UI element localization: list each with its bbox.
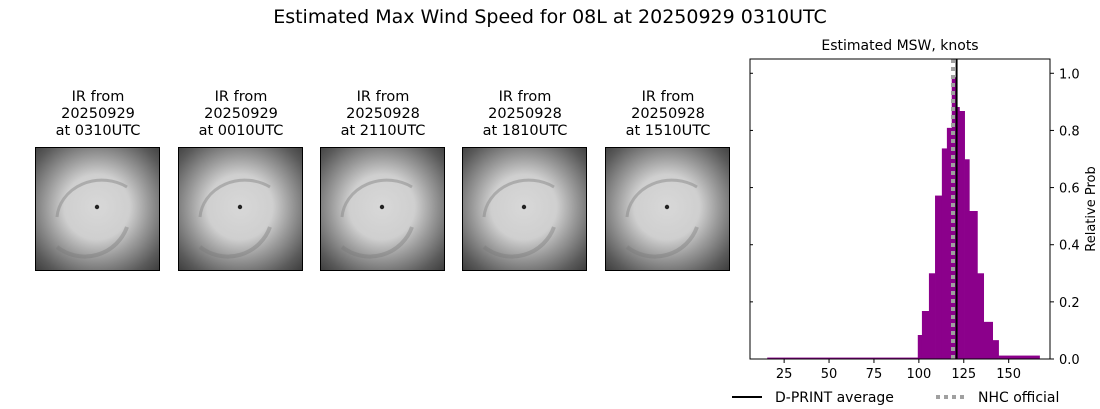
ir-satellite-image bbox=[462, 147, 587, 271]
x-tick-label: 100 bbox=[906, 367, 931, 382]
panel-label-line: IR from bbox=[71, 89, 125, 105]
y-tick-label: 0.0 bbox=[1059, 353, 1080, 368]
panel-label-line: IR from bbox=[498, 89, 552, 105]
panel-label: IR from 20250929 at 0310UTC bbox=[18, 89, 178, 140]
ir-satellite-image bbox=[320, 147, 445, 271]
y-tick-label: 0.4 bbox=[1059, 239, 1080, 254]
legend-nhc-label: NHC official bbox=[978, 390, 1059, 406]
panel-label-line: 20250928 bbox=[631, 106, 705, 122]
axes-frame bbox=[749, 58, 1051, 360]
panel-label-line: 20250929 bbox=[61, 106, 135, 122]
y-tick-label: 0.8 bbox=[1059, 124, 1080, 139]
legend-dprint-label: D-PRINT average bbox=[775, 390, 894, 406]
panel-label-line: 20250929 bbox=[204, 106, 278, 122]
panel-label-line: at 1810UTC bbox=[482, 123, 568, 139]
x-tick-label: 150 bbox=[996, 367, 1021, 382]
panel-label-line: IR from bbox=[356, 89, 410, 105]
panel-label-line: at 0010UTC bbox=[198, 123, 284, 139]
ir-satellite-image bbox=[35, 147, 160, 271]
histogram-bar bbox=[977, 273, 985, 359]
histogram-bar bbox=[767, 357, 919, 359]
panel-label: IR from 20250929 at 0010UTC bbox=[161, 89, 321, 140]
histogram-bar bbox=[959, 111, 965, 359]
histogram-bar bbox=[941, 148, 948, 359]
x-tick-label: 25 bbox=[776, 367, 793, 382]
panel-label-line: IR from bbox=[641, 89, 695, 105]
y-tick-label: 1.0 bbox=[1059, 67, 1080, 82]
y-axis-label: Relative Prob bbox=[1084, 166, 1099, 251]
histogram-bar bbox=[992, 340, 999, 359]
panel-label-line: 20250928 bbox=[346, 106, 420, 122]
figure-title: Estimated Max Wind Speed for 08L at 2025… bbox=[273, 6, 827, 28]
histogram-bar bbox=[955, 107, 960, 359]
panel-label-line: 20250928 bbox=[488, 106, 562, 122]
ir-satellite-image bbox=[605, 147, 730, 271]
ir-satellite-image bbox=[178, 147, 303, 271]
panel-label-line: at 1510UTC bbox=[625, 123, 711, 139]
x-tick-label: 50 bbox=[821, 367, 838, 382]
x-tick-label: 75 bbox=[866, 367, 883, 382]
panel-label: IR from 20250928 at 2110UTC bbox=[303, 89, 463, 140]
panel-label: IR from 20250928 at 1510UTC bbox=[588, 89, 748, 140]
histogram-bar bbox=[917, 335, 923, 359]
histogram-bar bbox=[969, 211, 978, 359]
panel-label: IR from 20250928 at 1810UTC bbox=[445, 89, 605, 140]
panel-label-line: at 2110UTC bbox=[340, 123, 426, 139]
histogram-bar bbox=[964, 159, 970, 359]
panel-label-line: at 0310UTC bbox=[55, 123, 141, 139]
histogram-bar bbox=[928, 273, 936, 359]
panel-label-line: IR from bbox=[214, 89, 268, 105]
y-tick-label: 0.6 bbox=[1059, 182, 1080, 197]
y-tick-label: 0.2 bbox=[1059, 296, 1080, 311]
histogram-bar bbox=[946, 127, 953, 359]
histogram-bar bbox=[951, 77, 956, 360]
chart-title: Estimated MSW, knots bbox=[821, 38, 978, 54]
histogram-bar bbox=[998, 355, 1040, 359]
histogram-bar bbox=[921, 311, 930, 359]
histogram-bar bbox=[935, 195, 943, 359]
histogram-bar bbox=[983, 321, 993, 359]
x-tick-label: 125 bbox=[951, 367, 976, 382]
